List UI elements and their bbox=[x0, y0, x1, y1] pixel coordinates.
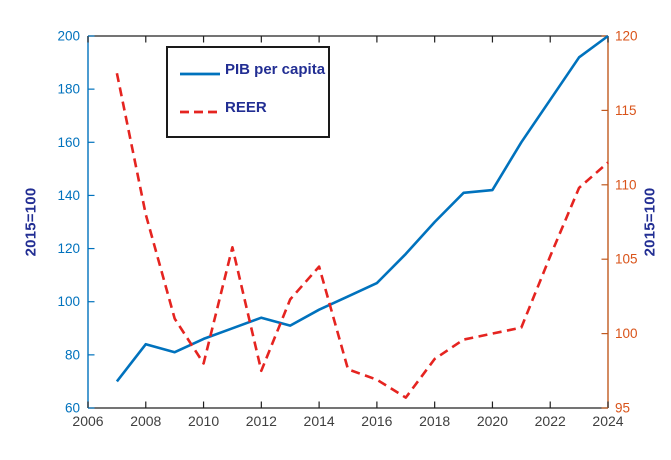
x-tick-label: 2022 bbox=[535, 413, 566, 429]
legend-entry-reer: REER bbox=[168, 99, 328, 116]
series-line-pib-per-capita bbox=[115, 34, 609, 383]
left-tick-label: 140 bbox=[57, 188, 80, 203]
right-axis-label: 2015=100 bbox=[641, 187, 659, 257]
left-tick-label: 160 bbox=[57, 135, 80, 150]
left-tick-label: 200 bbox=[57, 29, 80, 44]
x-tick-label: 2008 bbox=[130, 413, 161, 429]
legend: PIB per capita REER bbox=[166, 46, 330, 138]
x-tick-label: 2006 bbox=[72, 413, 103, 429]
right-tick-label: 115 bbox=[615, 103, 637, 118]
right-tick-label: 120 bbox=[615, 29, 638, 44]
left-tick-label: 180 bbox=[57, 82, 80, 97]
left-axis-label: 2015=100 bbox=[22, 187, 40, 257]
legend-line-sample-dashed bbox=[180, 103, 220, 114]
right-tick-label: 110 bbox=[615, 177, 637, 192]
left-tick-label: 120 bbox=[57, 241, 80, 256]
right-tick-label: 105 bbox=[615, 252, 638, 267]
left-tick-label: 80 bbox=[65, 347, 80, 362]
legend-entry-pib-per-capita: PIB per capita bbox=[168, 61, 328, 78]
x-tick-label: 2020 bbox=[477, 413, 508, 429]
left-tick-label: 100 bbox=[57, 294, 80, 309]
legend-line-sample-solid bbox=[180, 65, 220, 76]
series-line-reer bbox=[115, 72, 609, 399]
right-tick-label: 100 bbox=[615, 326, 638, 341]
x-tick-label: 2014 bbox=[304, 413, 335, 429]
left-tick-label: 60 bbox=[65, 401, 80, 416]
x-tick-label: 2016 bbox=[361, 413, 392, 429]
right-tick-label: 95 bbox=[615, 401, 630, 416]
x-tick-label: 2024 bbox=[592, 413, 623, 429]
x-tick-label: 2010 bbox=[188, 413, 219, 429]
x-tick-label: 2012 bbox=[246, 413, 277, 429]
legend-label-reer: REER bbox=[225, 98, 267, 116]
legend-label-pib-per-capita: PIB per capita bbox=[225, 60, 326, 78]
x-tick-label: 2018 bbox=[419, 413, 450, 429]
